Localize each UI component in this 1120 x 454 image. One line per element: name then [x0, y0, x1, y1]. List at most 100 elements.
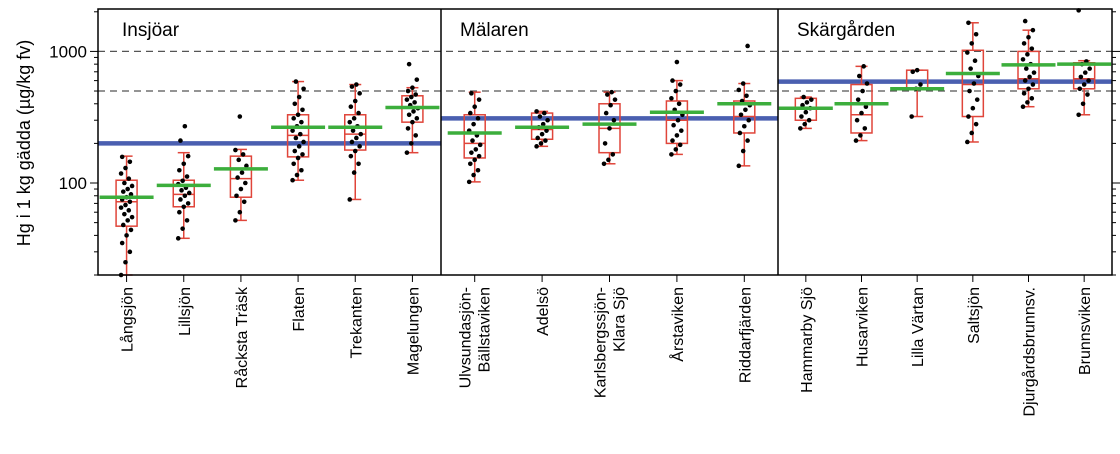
data-point [127, 199, 133, 205]
data-point [352, 148, 358, 154]
data-point [1025, 52, 1030, 57]
data-point [1020, 104, 1026, 110]
data-point [125, 218, 130, 223]
data-point [292, 148, 298, 154]
data-point [123, 165, 128, 171]
data-point [182, 123, 188, 129]
data-point [973, 31, 979, 37]
category-label-line: Flaten [291, 287, 308, 331]
data-point [738, 112, 744, 118]
data-point [965, 139, 970, 145]
data-point [177, 209, 182, 215]
data-point [354, 82, 359, 87]
data-point [863, 104, 869, 110]
category-label-line: Djurgårdsbrunnsv. [1021, 287, 1039, 417]
data-point [409, 141, 414, 146]
data-point [858, 133, 863, 138]
data-point [235, 175, 240, 180]
data-point [1078, 74, 1084, 80]
data-point [909, 114, 914, 119]
data-point [350, 128, 356, 133]
data-point [606, 157, 611, 163]
data-point [406, 112, 412, 118]
data-point [184, 174, 190, 179]
data-point [127, 159, 133, 165]
data-point [1022, 18, 1028, 24]
data-point [670, 78, 675, 83]
data-point [294, 172, 300, 178]
data-point [472, 157, 478, 163]
data-point [468, 161, 473, 167]
data-point [471, 172, 476, 178]
data-point [1021, 41, 1027, 46]
data-point [1026, 86, 1031, 92]
data-point [354, 135, 359, 141]
data-point [129, 183, 135, 189]
data-point [239, 170, 245, 175]
category-label-line: Lilla Värtan [910, 287, 927, 367]
data-point [411, 109, 416, 114]
data-point [180, 178, 185, 184]
data-point [970, 105, 976, 111]
data-point [293, 79, 299, 84]
category-label-line: Bällstaviken [477, 287, 494, 372]
data-point [968, 66, 973, 71]
category-label-line: Råcksta Träsk [233, 286, 251, 388]
data-point [864, 81, 870, 86]
data-point [603, 110, 609, 116]
category-label: Årstaviken [668, 287, 687, 362]
data-point [347, 119, 353, 125]
data-point [476, 153, 482, 159]
data-point [236, 157, 242, 163]
data-point [918, 82, 923, 87]
category-label: Riddarfjärden [737, 287, 754, 383]
data-point [802, 121, 808, 127]
data-point [745, 138, 750, 143]
data-point [414, 77, 420, 82]
data-point [737, 130, 743, 136]
data-point [602, 141, 608, 146]
data-point [181, 161, 187, 167]
data-point [1025, 100, 1030, 105]
data-point [185, 201, 191, 206]
data-point [123, 259, 128, 265]
data-point [410, 119, 415, 125]
data-point [119, 154, 125, 160]
data-point [299, 167, 304, 173]
data-point [677, 82, 683, 87]
data-point [293, 135, 299, 141]
data-point [539, 131, 545, 137]
data-point [413, 133, 419, 138]
data-point [673, 147, 679, 152]
data-point [740, 148, 746, 154]
data-point [349, 84, 355, 89]
category-label-line: Riddarfjärden [737, 287, 754, 383]
data-point [357, 144, 362, 149]
data-point [292, 101, 298, 107]
category-label: Ulvsundasjön- Bällstaviken [458, 287, 494, 388]
category-label-line: Hammarby Sjö [799, 287, 816, 393]
data-point [120, 189, 126, 194]
data-point [123, 202, 128, 208]
data-point [1029, 46, 1035, 51]
category-label: Flaten [291, 287, 308, 331]
category-label-line: Ulvsundasjön- [458, 287, 475, 388]
data-point [119, 240, 125, 246]
data-point [861, 64, 866, 69]
data-point [405, 126, 411, 131]
data-point [466, 179, 472, 185]
category-label-line: Saltsjön [966, 287, 983, 344]
data-point [798, 126, 803, 131]
data-point [974, 97, 980, 102]
category-label: Djurgårdsbrunnsv. [1021, 287, 1039, 417]
data-point [1081, 82, 1087, 87]
category-label-line: Adelsö [535, 287, 552, 336]
data-point [1087, 66, 1092, 71]
data-point [743, 107, 748, 113]
data-point [605, 92, 610, 97]
data-point [1027, 74, 1032, 80]
data-point [609, 89, 614, 95]
data-point [477, 142, 483, 148]
data-point [351, 170, 357, 175]
data-point [679, 128, 684, 133]
